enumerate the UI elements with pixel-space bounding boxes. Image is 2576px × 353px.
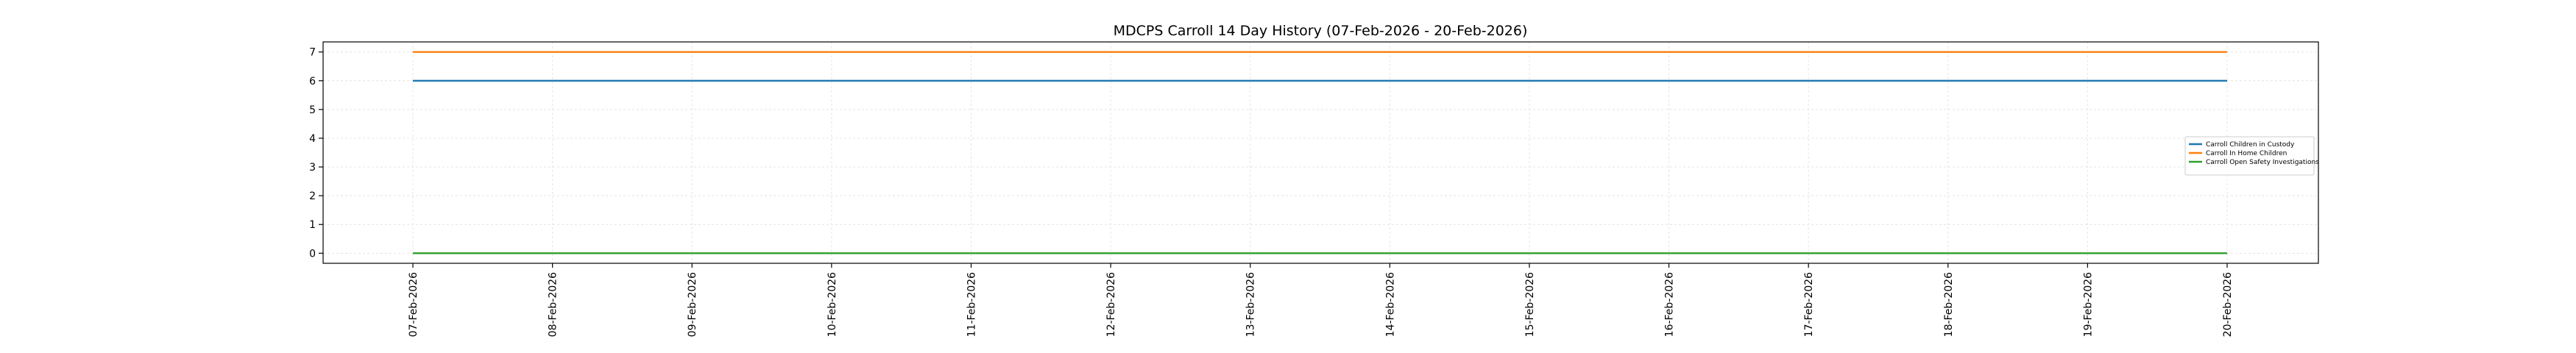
y-axis: 0 1 2 3 4 5 6 7 — [309, 47, 323, 260]
y-tick-label-2: 2 — [309, 190, 316, 202]
y-tick-label-5: 5 — [309, 104, 316, 116]
x-tick-label-3: 10-Feb-2026 — [827, 272, 838, 337]
x-tick-label-13: 20-Feb-2026 — [2222, 272, 2234, 337]
legend-box — [2184, 136, 2315, 176]
y-tick-label-7: 7 — [309, 47, 316, 59]
x-tick-label-11: 18-Feb-2026 — [1943, 272, 1955, 337]
x-tick-label-9: 16-Feb-2026 — [1664, 272, 1676, 337]
x-tick-label-0: 07-Feb-2026 — [408, 272, 420, 337]
x-tick-label-4: 11-Feb-2026 — [966, 272, 977, 337]
x-tick-label-8: 15-Feb-2026 — [1524, 272, 1536, 337]
x-tick-label-7: 14-Feb-2026 — [1384, 272, 1396, 337]
plot-frame — [322, 41, 2319, 264]
x-tick-label-12: 19-Feb-2026 — [2082, 272, 2094, 337]
y-tick-label-1: 1 — [309, 219, 316, 231]
y-tick-label-4: 4 — [309, 133, 316, 145]
y-tick-label-3: 3 — [309, 162, 316, 174]
x-tick-label-6: 13-Feb-2026 — [1245, 272, 1257, 337]
x-tick-label-5: 12-Feb-2026 — [1105, 272, 1117, 337]
legend-label-0: Carroll Children in Custody — [2206, 141, 2295, 149]
legend-label-2: Carroll Open Safety Investigations — [2206, 159, 2319, 166]
chart-title: MDCPS Carroll 14 Day History (07-Feb-202… — [1114, 23, 1528, 39]
legend-label-1: Carroll In Home Children — [2206, 150, 2287, 157]
grid-lines — [323, 42, 2318, 263]
series-lines — [413, 51, 2227, 254]
y-tick-label-0: 0 — [309, 248, 316, 260]
x-tick-label-10: 17-Feb-2026 — [1803, 272, 1815, 337]
x-tick-label-2: 09-Feb-2026 — [687, 272, 698, 337]
x-axis: 07-Feb-2026 08-Feb-2026 09-Feb-2026 10-Feb-… — [408, 263, 2234, 337]
y-tick-label-6: 6 — [309, 76, 316, 88]
x-tick-label-1: 08-Feb-2026 — [548, 272, 559, 337]
